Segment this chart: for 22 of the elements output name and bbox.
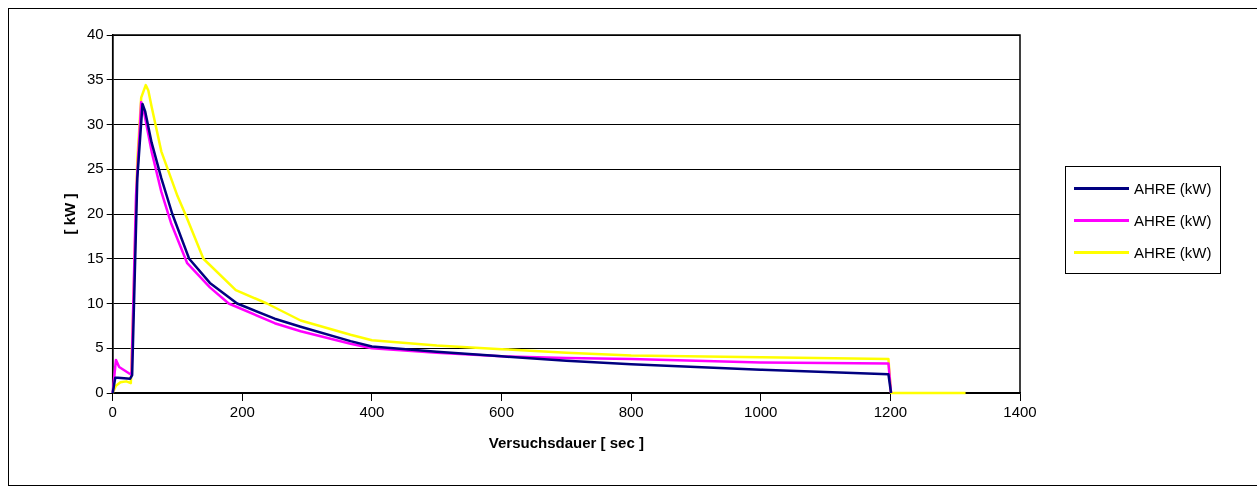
y-tick-label: 40 [87, 25, 104, 43]
x-tick-label: 200 [229, 403, 255, 421]
y-tick-label: 35 [87, 69, 104, 87]
y-tick-label: 25 [87, 159, 104, 177]
x-tick-label: 1000 [744, 403, 778, 421]
y-tick-label: 10 [87, 293, 104, 311]
x-tick-label: 1400 [1003, 403, 1037, 421]
y-tick-label: 0 [95, 383, 104, 401]
x-tick-label: 400 [359, 403, 385, 421]
y-tick-label: 15 [87, 248, 104, 266]
y-tick-label: 20 [87, 204, 104, 222]
legend-label: AHRE (kW) [1134, 211, 1212, 229]
y-axis-title: [ kW ] [61, 193, 79, 235]
y-tick-label: 30 [87, 114, 104, 132]
x-tick-label: 800 [618, 403, 644, 421]
x-tick-label: 1200 [873, 403, 908, 421]
legend-label: AHRE (kW) [1134, 243, 1212, 261]
x-tick-label: 600 [489, 403, 515, 421]
x-tick-label: 0 [108, 403, 117, 421]
x-axis-title: Versuchsdauer [ sec ] [488, 434, 644, 452]
y-tick-label: 5 [95, 338, 104, 356]
legend-label: AHRE (kW) [1134, 179, 1212, 197]
